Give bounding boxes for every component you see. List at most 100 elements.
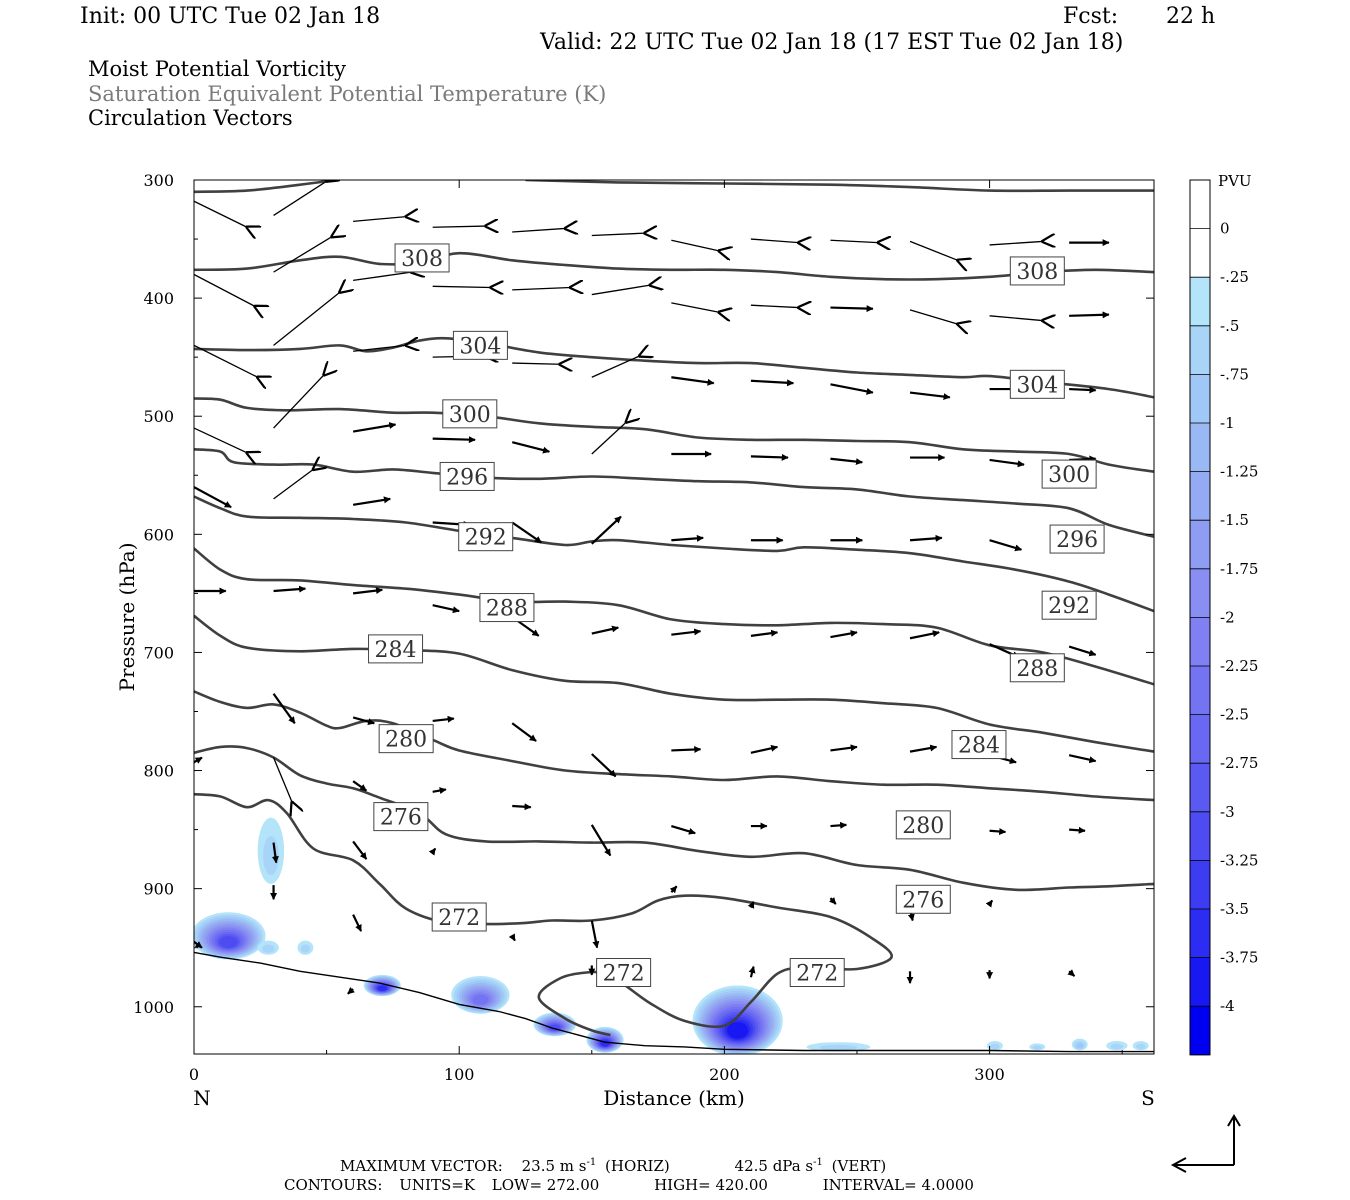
contour-label: 288 [486,597,528,622]
circulation-vector [671,824,696,835]
forecast-label: Fcst: [1063,4,1119,29]
circulation-vector [511,441,551,454]
colorbar-tick-label: -3 [1220,803,1235,821]
contour-label: 284 [375,638,417,663]
contour-label-box [789,958,845,988]
contours-label: CONTOURS: [284,1176,382,1194]
colorbar-tick-label: -.75 [1220,365,1249,383]
contour-line-284 [194,614,1154,753]
contour-label-box [373,802,429,832]
circulation-vector [909,630,940,640]
circulation-vector [830,744,858,752]
circulation-vector [985,899,994,908]
circulation-vector [272,757,293,803]
contour-label-box [1009,256,1065,286]
y-tick-label: 800 [143,762,174,781]
vert-vector-sup: -1 [813,1157,823,1168]
contours-low: LOW= 272.00 [492,1176,600,1194]
x-tick-label: 200 [709,1065,740,1084]
circulation-vector [671,302,719,312]
colorbar-tick-label: -2.5 [1220,706,1249,724]
contour-label-box [1009,369,1065,399]
contour-labels: 308 308 304 304 300 300 296 296 292 292 288 288 284 2… [368,243,1105,988]
mpv-blob [1110,1043,1124,1050]
horiz-vector-unit: (HORIZ) [605,1157,670,1175]
theta-es-contours [194,180,1154,1037]
contour-label: 280 [385,728,427,753]
colorbar-tick-label: -1 [1220,414,1235,432]
contour-label-box [378,724,434,754]
contour-label-box [895,810,951,840]
contour-label: 304 [1016,373,1058,398]
vert-vector-value: 42.5 dPa s [735,1157,814,1175]
contour-line-292 [194,495,1154,613]
contour-label: 276 [380,806,422,831]
x-tick-label: 100 [444,1065,475,1084]
circulation-vector [273,237,332,273]
contour-label: 300 [449,403,491,428]
circulation-vector [353,345,406,351]
circulation-vector [194,344,258,377]
colorbar-swatch [1190,957,1210,1007]
circulation-vector [194,427,247,453]
contour-label-box [1049,524,1105,554]
x-axis-title: Distance (km) [603,1086,745,1110]
y-tick-label: 400 [143,289,174,308]
contour-label-box [458,522,514,552]
colorbar-tick-label: -3.75 [1220,949,1258,967]
circulation-vector [194,756,203,764]
reference-vertical-arrowhead [1227,1114,1241,1127]
circulation-vector [512,363,560,364]
colorbar-tick-label: -1.5 [1220,511,1249,529]
y-tick-label: 1000 [133,998,174,1017]
colorbar-tick-label: -4 [1220,997,1235,1015]
circulation-vector [830,821,848,829]
contour-label: 272 [603,962,645,987]
colorbar-swatch [1190,666,1210,716]
circulation-vector [352,840,368,860]
circulation-vector [428,847,437,856]
mpv-blob [377,985,387,991]
circulation-vector [748,965,756,978]
circulation-vector [591,625,619,635]
mpv-blob [727,1022,749,1039]
circulation-vector [271,842,279,864]
circulation-vector [512,228,565,232]
contour-label-box [431,902,487,932]
circulation-vector [273,292,340,346]
circulation-vector [590,824,612,857]
circulation-vector [352,914,363,932]
contour-line-280 [194,690,1154,802]
circulation-vector [432,787,447,794]
circulation-vector [671,376,715,386]
circulation-vector [352,422,397,433]
contour-label-box [368,634,424,664]
circulation-vector [590,920,600,949]
mpv-blob [219,936,238,948]
circulation-vector [1069,386,1097,394]
circulation-vector [830,305,874,313]
contours-units: UNITS=K [399,1176,476,1194]
colorbar-tick-label: -2 [1220,608,1235,626]
circulation-vector [352,780,368,792]
colorbar-unit: PVU [1218,172,1252,190]
contour-label: 280 [902,814,944,839]
vert-vector-unit: (VERT) [832,1157,887,1175]
contour-line-276 [194,745,1154,892]
circulation-vector [591,753,617,778]
circulation-vector [989,241,1043,245]
circulation-vector [1068,645,1097,657]
colorbar-swatch [1190,763,1210,813]
circulation-vector [1068,754,1097,764]
colorbar-swatch [1190,617,1210,667]
colorbar-tick-label: 0 [1220,220,1230,238]
colorbar-tick-label: -.25 [1220,268,1249,286]
mpv-blob [1032,1045,1043,1050]
circulation-vector [432,604,460,614]
colorbar-tick-label: -.5 [1220,317,1239,335]
y-axis-title: Pressure (hPa) [115,543,139,692]
circulation-vector [273,469,314,500]
contour-label-box [394,243,450,273]
y-tick-label: 600 [143,525,174,544]
